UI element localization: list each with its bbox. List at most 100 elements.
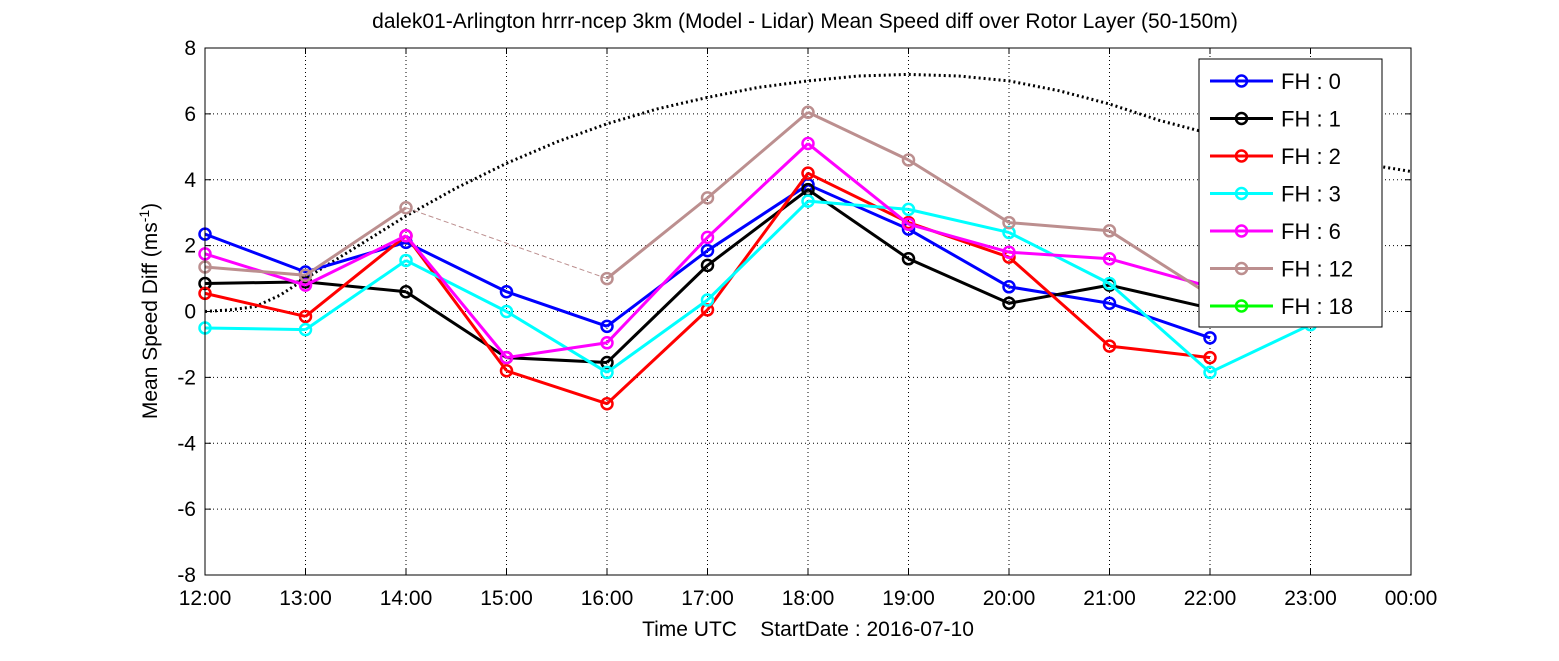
data-point — [1203, 350, 1217, 365]
series-segment — [706, 200, 810, 302]
series-segment — [1109, 257, 1211, 289]
legend-label: FH : 3 — [1281, 182, 1341, 207]
data-point — [801, 166, 815, 180]
series-segment — [506, 369, 608, 406]
series-segment — [405, 259, 508, 313]
data-point — [1002, 296, 1016, 311]
data-point — [700, 258, 715, 273]
series-segment — [1108, 282, 1211, 374]
data-point — [1002, 280, 1016, 294]
series-segment — [204, 232, 307, 274]
series-segment — [304, 234, 407, 318]
y-axis-label-sup: -1 — [136, 210, 152, 223]
x-tick-label: 00:00 — [1385, 587, 1438, 610]
data-point — [499, 284, 514, 299]
legend-label: FH : 2 — [1281, 144, 1341, 169]
data-point — [1102, 224, 1117, 238]
x-tick-label: 22:00 — [1184, 587, 1237, 610]
y-tick-label: 2 — [184, 235, 196, 258]
series-layer — [198, 105, 1318, 411]
series-segment — [1008, 283, 1110, 305]
data-point — [1002, 215, 1016, 230]
data-point — [399, 200, 413, 215]
series-segment — [1108, 229, 1211, 297]
data-point — [600, 271, 614, 286]
legend-label: FH : 0 — [1281, 69, 1341, 94]
data-point — [298, 309, 313, 324]
y-axis-label-main: Mean Speed Diff (ms — [139, 222, 162, 419]
data-point — [399, 284, 413, 299]
legend-label: FH : 1 — [1281, 107, 1341, 132]
series-segment — [706, 111, 809, 200]
series-segment — [807, 171, 910, 224]
data-point — [298, 268, 313, 283]
legend-label: FH : 6 — [1281, 219, 1341, 244]
x-tick-label: 13:00 — [279, 587, 332, 610]
data-point — [1203, 331, 1217, 345]
x-tick-labels: 12:00 13:00 14:00 15:00 16:00 17:00 18:00 19:00… — [179, 587, 1438, 610]
x-tick-label: 18:00 — [782, 587, 835, 610]
series-segment — [606, 196, 709, 280]
y-tick-label: -6 — [177, 498, 196, 521]
x-tick-label: 16:00 — [581, 587, 634, 610]
series-segment — [204, 280, 306, 286]
series-segment — [506, 290, 608, 328]
series-segment — [706, 172, 810, 311]
legend-label: FH : 18 — [1281, 294, 1353, 319]
data-point — [901, 153, 916, 167]
data-point — [1102, 339, 1117, 353]
data-point — [499, 350, 514, 365]
x-tick-label: 12:00 — [179, 587, 232, 610]
legend-label: FH : 12 — [1281, 257, 1353, 282]
y-tick-label: -8 — [177, 564, 196, 587]
data-point — [499, 364, 514, 378]
series-segment — [204, 326, 306, 332]
legend-marker — [1234, 74, 1249, 88]
data-point — [801, 105, 815, 119]
series-segment — [1109, 301, 1211, 340]
y-axis-label-end: ) — [139, 203, 162, 210]
series-segment — [807, 110, 910, 162]
series-segment — [506, 341, 608, 360]
data-point — [298, 322, 313, 337]
legend-marker — [1234, 224, 1249, 238]
series-segment — [605, 236, 709, 344]
series-segment — [505, 310, 608, 374]
series-segment — [907, 158, 1010, 224]
series-segment — [907, 257, 1010, 305]
series-segment — [305, 280, 407, 294]
x-tick-label: 21:00 — [1083, 587, 1136, 610]
chart-title: dalek01-Arlington hrrr-ncep 3km (Model -… — [372, 10, 1238, 33]
data-point — [399, 253, 413, 268]
series-segment — [405, 207, 608, 280]
x-tick-label: 23:00 — [1284, 587, 1337, 610]
data-point — [399, 228, 413, 243]
series-segment — [304, 259, 407, 331]
series-segment — [405, 240, 508, 294]
series-segment — [1008, 231, 1111, 285]
series-segment — [1109, 283, 1211, 310]
series-segment — [404, 234, 508, 359]
data-point — [600, 336, 614, 350]
data-point — [801, 194, 815, 208]
y-tick-label: 4 — [184, 169, 196, 192]
data-point — [600, 396, 614, 411]
y-tick-labels: 8 6 4 2 0 -2 -4 -6 -8 — [177, 37, 196, 587]
data-point — [801, 136, 815, 151]
y-tick-label: 0 — [184, 301, 196, 324]
series-segment — [204, 252, 306, 287]
data-point — [600, 319, 614, 334]
legend-marker — [1234, 111, 1249, 126]
x-tick-label: 14:00 — [380, 587, 433, 610]
series-segment — [907, 227, 1010, 289]
x-axis-label: Time UTC StartDate : 2016-07-10 — [642, 618, 974, 641]
series-5 — [198, 105, 1217, 302]
legend-marker — [1234, 261, 1249, 276]
data-point — [1203, 365, 1217, 380]
legend-marker — [1234, 149, 1249, 163]
series-segment — [304, 206, 407, 277]
legend: FH : 0 FH : 1 FH : 2 FH : 3 FH : 6 FH : 12 FH … — [1198, 58, 1383, 328]
series-segment — [706, 188, 809, 267]
